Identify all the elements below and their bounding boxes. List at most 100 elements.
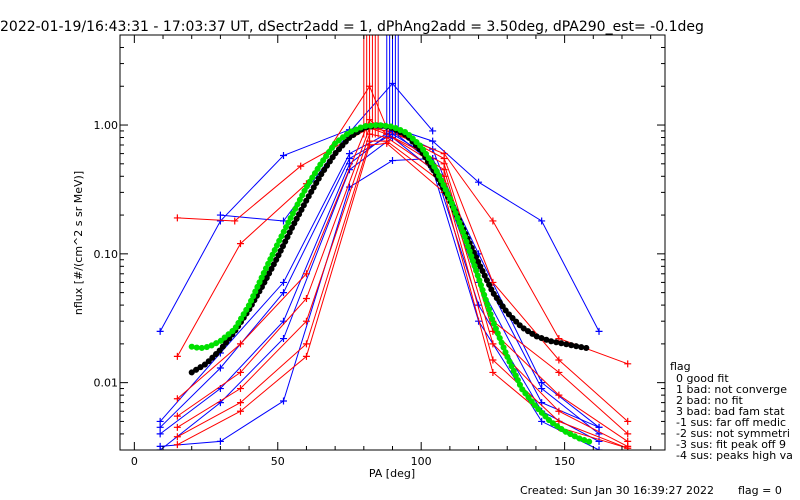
data-point (173, 395, 181, 403)
data-point (156, 423, 164, 431)
series-line (159, 133, 600, 428)
data-point (538, 379, 546, 387)
legend-entry: -4 sus: peaks high va (676, 449, 793, 462)
data-point (236, 385, 244, 393)
data-point (624, 444, 632, 450)
legend-title: flag (670, 360, 691, 373)
data-point (173, 412, 181, 420)
data-point (302, 317, 310, 325)
data-point (280, 335, 287, 343)
data-point (489, 340, 497, 348)
legend-entry: 2 bad: no fit (676, 394, 744, 407)
data-point (475, 178, 483, 186)
data-point (156, 417, 164, 425)
legend-entry: 1 bad: not converge (676, 383, 787, 396)
data-point (440, 160, 448, 168)
data-point (555, 368, 563, 376)
data-point (538, 385, 546, 393)
x-tick-label: 0 (131, 455, 138, 468)
data-point (624, 417, 632, 425)
data-point (280, 278, 287, 286)
data-point (595, 446, 603, 450)
data-point (173, 433, 181, 441)
series-line (177, 133, 628, 447)
data-point (538, 217, 546, 225)
data-point (173, 352, 181, 360)
series-line (177, 140, 628, 449)
data-point (156, 327, 164, 335)
y-tick-label: 0.01 (94, 377, 119, 390)
data-layer (156, 35, 632, 450)
series-line (159, 127, 600, 332)
data-point (236, 340, 244, 348)
x-tick-label: 100 (411, 455, 432, 468)
x-axis-label: PA [deg] (369, 467, 415, 480)
series-line (159, 130, 600, 442)
data-point (173, 214, 181, 222)
data-point (156, 442, 164, 450)
data-point (302, 340, 310, 348)
footer-created: Created: Sun Jan 30 16:39:27 2022 (520, 484, 714, 497)
data-point (216, 217, 224, 225)
data-point (429, 137, 437, 145)
series-red-10 (173, 124, 632, 445)
data-point (280, 397, 287, 405)
data-point (555, 356, 563, 364)
data-point (429, 127, 437, 135)
data-point (624, 430, 632, 438)
data-point (440, 166, 448, 174)
legend-entry: -2 sus: not symmetri (676, 427, 790, 440)
data-point (231, 217, 239, 225)
series-line (177, 118, 629, 435)
legend-entry: -1 sus: far off medic (676, 416, 786, 429)
data-point (236, 240, 244, 248)
data-point (173, 423, 181, 431)
y-tick-label: 1.00 (94, 119, 119, 132)
y-tick-label: 0.10 (94, 248, 119, 261)
data-point (297, 162, 305, 170)
x-tick-label: 150 (554, 455, 575, 468)
data-point (173, 441, 181, 449)
fit-line (188, 121, 597, 446)
data-point (489, 356, 497, 364)
series-red-7 (173, 124, 632, 368)
series-blue-3 (156, 127, 603, 445)
data-point (216, 437, 224, 445)
data-point (383, 139, 391, 147)
series-line (177, 127, 628, 365)
y-axis-label: nflux [#/(cm^2 s sr MeV)] (72, 171, 85, 315)
spike-group-red (363, 35, 379, 138)
fit-curve-green (188, 121, 597, 446)
data-point (595, 423, 603, 431)
data-point (216, 364, 224, 372)
data-point (595, 327, 603, 335)
series-line (177, 142, 628, 449)
data-point (302, 295, 310, 303)
data-point (489, 368, 497, 376)
data-point (389, 157, 396, 165)
data-point (236, 407, 244, 415)
series-blue-0 (156, 124, 603, 335)
series-line (176, 85, 629, 422)
spike-group-blue (386, 35, 399, 138)
footer-flag: flag = 0 (738, 484, 782, 497)
data-point (489, 217, 497, 225)
data-point (302, 270, 310, 278)
legend-entry: 0 good fit (676, 372, 729, 385)
x-tick-label: 50 (271, 455, 285, 468)
data-point (624, 360, 632, 368)
data-point (280, 152, 287, 160)
data-point (555, 391, 563, 399)
legend: flag 0 good fit 1 bad: not converge 2 ba… (670, 360, 793, 462)
data-point (156, 430, 164, 438)
legend-entry: -3 sus: fit peak off 9 (676, 438, 786, 451)
series-line (159, 130, 600, 435)
data-point (302, 352, 310, 360)
data-point (280, 289, 287, 297)
axis-layer: 0 50 100 150 0.01 0.10 1.00 (94, 34, 665, 468)
series-red-9 (173, 116, 632, 438)
chart-title: 2022-01-19/16:43:31 - 17:03:37 UT, dSect… (0, 19, 704, 35)
data-point (216, 211, 224, 219)
series-red-11 (173, 130, 632, 450)
